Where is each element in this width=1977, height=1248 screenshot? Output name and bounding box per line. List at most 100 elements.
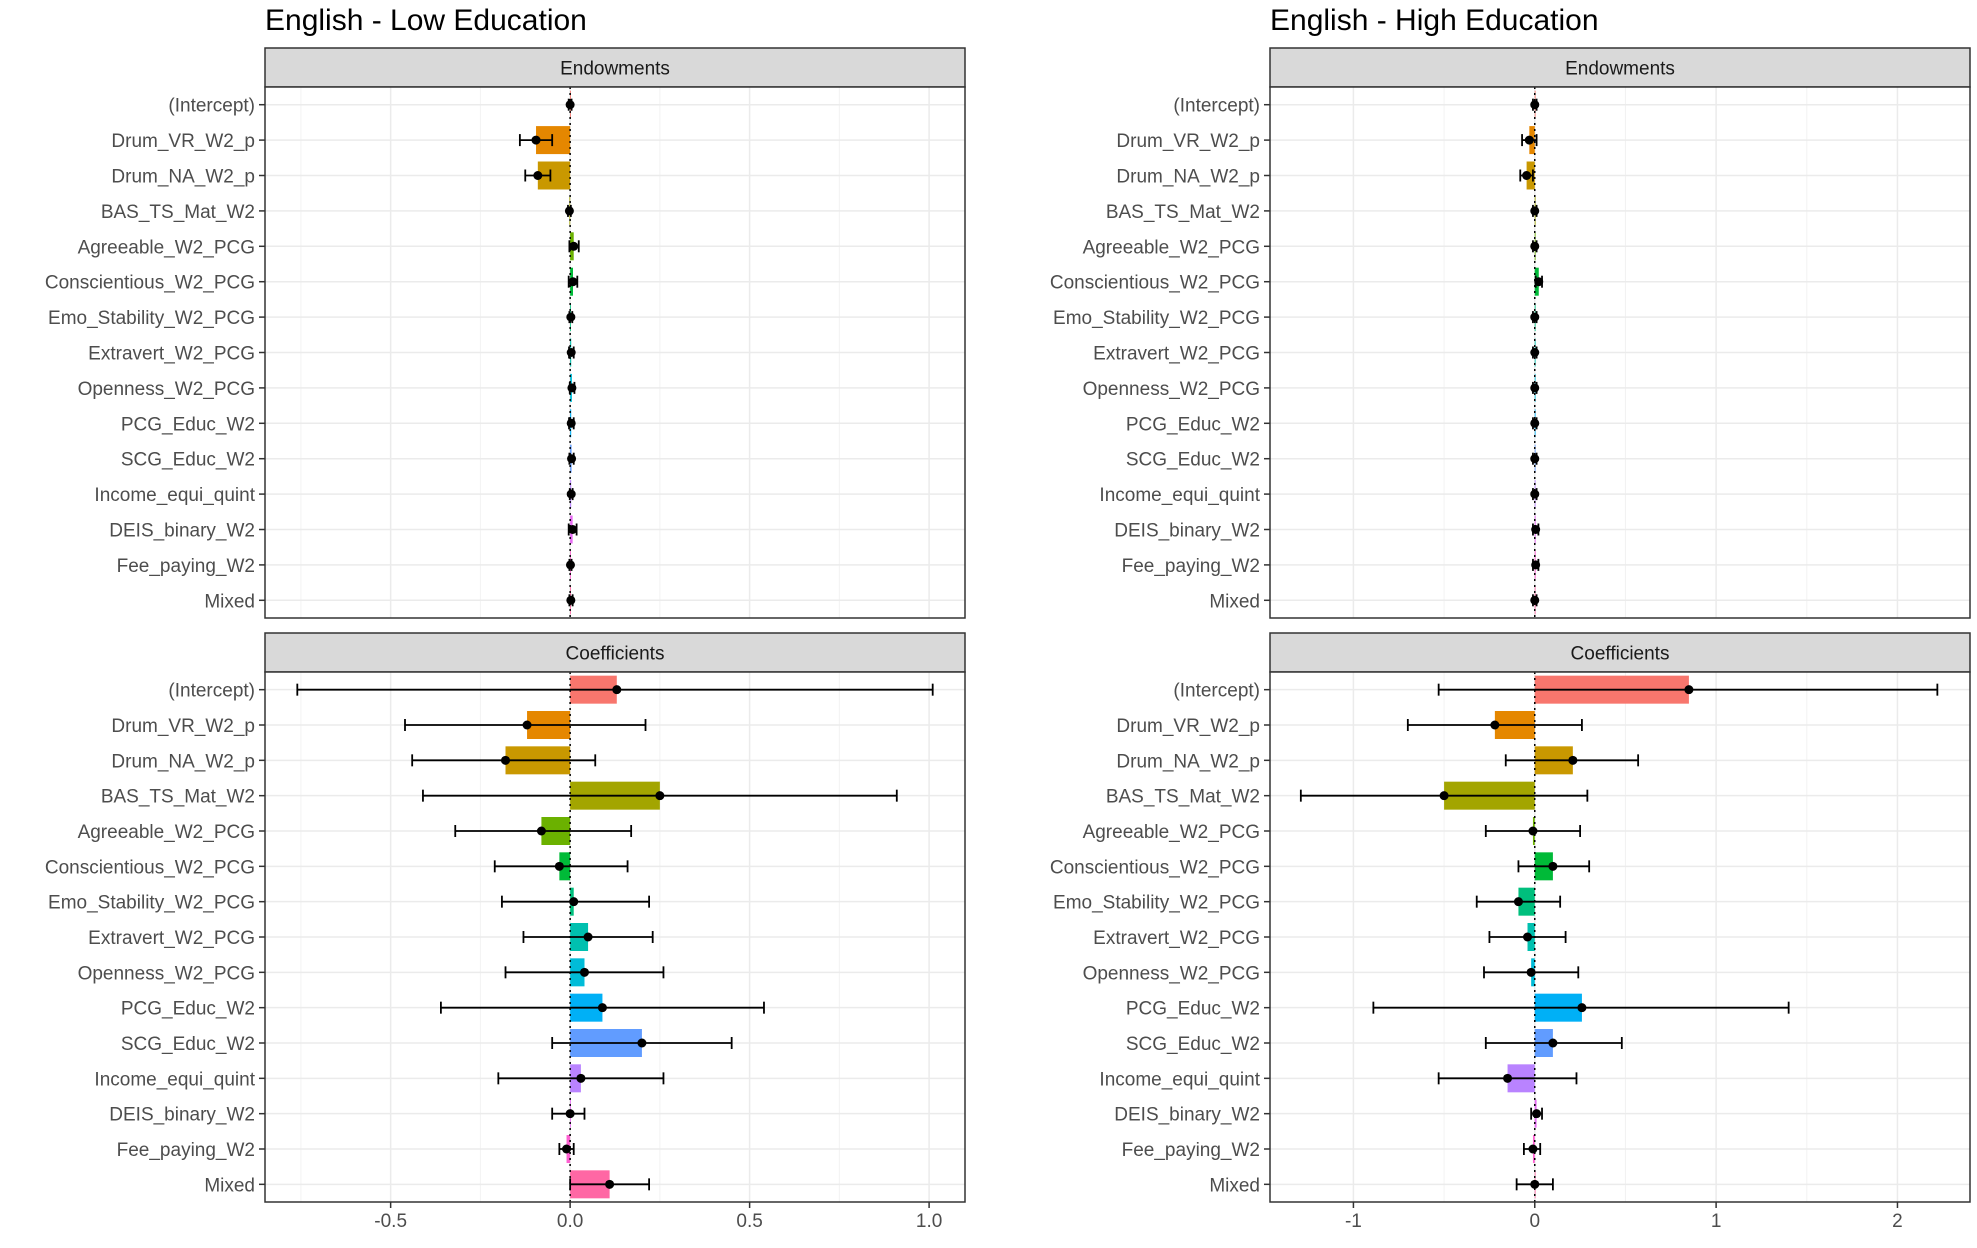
chart-1: English - High Education Endowments (Inter… [1050,4,1971,1232]
point-estimate [1490,720,1500,730]
point-estimate [566,418,576,428]
point-estimate [565,1109,575,1119]
category-label: Mixed [204,1175,255,1196]
category-label: SCG_Educ_W2 [121,450,255,471]
category-label: Drum_VR_W2_p [1116,716,1260,737]
category-label: (Intercept) [168,96,255,117]
point-estimate [569,897,579,907]
point-estimate [1577,1003,1587,1013]
category-label: Agreeable_W2_PCG [78,822,255,843]
point-estimate [1531,560,1541,570]
x-tick-label: 1 [1711,1211,1722,1232]
point-estimate [1530,1179,1540,1189]
facet-strip [264,47,966,88]
point-estimate [554,861,564,871]
category-label: BAS_TS_Mat_W2 [1106,202,1260,223]
facet-strip-label: Coefficients [566,644,665,665]
category-label: Drum_VR_W2_p [111,716,255,737]
category-label: Emo_Stability_W2_PCG [48,893,255,914]
point-estimate [1548,861,1558,871]
category-label: DEIS_binary_W2 [1114,1105,1260,1126]
category-label: Drum_NA_W2_p [111,751,255,772]
point-estimate [1530,312,1540,322]
point-estimate [1530,489,1540,499]
point-estimate [569,241,579,251]
point-estimate [565,560,575,570]
point-estimate [536,826,546,836]
x-tick-label: 2 [1892,1211,1903,1232]
point-estimate [1503,1073,1513,1083]
point-estimate [522,720,532,730]
category-label: (Intercept) [1173,96,1260,117]
category-label: Drum_NA_W2_p [1116,167,1260,188]
chart-0: English - Low Education Endowments (Interc… [45,4,966,1232]
point-estimate [1523,932,1533,942]
category-label: SCG_Educ_W2 [121,1034,255,1055]
point-estimate [566,595,576,605]
facet-strip [1269,47,1971,88]
x-tick-label: 0.0 [557,1211,583,1232]
point-estimate [1530,595,1540,605]
category-label: Agreeable_W2_PCG [78,237,255,258]
category-label: Drum_VR_W2_p [1116,131,1260,152]
point-estimate [566,348,576,357]
point-estimate [1530,206,1540,216]
category-label: PCG_Educ_W2 [1126,414,1260,435]
category-label: Fee_paying_W2 [117,1140,255,1161]
category-label: BAS_TS_Mat_W2 [101,202,255,223]
point-estimate [1526,967,1536,977]
point-estimate [501,755,511,765]
x-tick-label: 0.5 [736,1211,762,1232]
point-estimate [1530,383,1540,393]
category-label: SCG_Educ_W2 [1126,450,1260,471]
point-estimate [597,1003,607,1013]
point-estimate [564,206,574,216]
point-estimate [612,685,622,695]
chart-title: English - Low Education [265,4,587,37]
category-label: Mixed [1209,591,1260,612]
category-label: Drum_NA_W2_p [1116,751,1260,772]
point-estimate [1524,135,1534,145]
point-estimate [1513,897,1523,907]
panel-coefficients: Coefficients (Intercept) Drum_VR_W2_p Drum_… [1050,632,1971,1203]
point-estimate [1522,171,1532,180]
category-label: Fee_paying_W2 [1122,556,1260,577]
category-label: Agreeable_W2_PCG [1083,822,1260,843]
panel-endowments: Endowments (Intercept) Drum_VR_W2_p Drum_NA… [1050,47,1971,619]
point-estimate [576,1073,586,1083]
point-estimate [579,967,589,977]
point-estimate [533,171,543,180]
point-estimate [1439,791,1449,801]
facet-strip-label: Endowments [560,59,670,80]
point-estimate [605,1179,615,1189]
category-label: Emo_Stability_W2_PCG [1053,308,1260,329]
facet-strip-label: Coefficients [1571,644,1670,665]
category-label: Extravert_W2_PCG [1093,928,1260,949]
category-label: Income_equi_quint [1099,1069,1260,1090]
point-estimate [562,1144,572,1154]
point-estimate [1548,1038,1558,1048]
x-tick-label: -0.5 [374,1211,407,1232]
x-tick-label: 0 [1529,1211,1540,1232]
point-estimate [567,383,577,393]
point-estimate [568,277,578,287]
category-label: Conscientious_W2_PCG [45,857,255,878]
category-label: Fee_paying_W2 [117,556,255,577]
category-label: Extravert_W2_PCG [1093,344,1260,365]
point-estimate [583,932,593,942]
category-label: Conscientious_W2_PCG [1050,857,1260,878]
panel-endowments: Endowments (Intercept) Drum_VR_W2_p Drum_NA… [45,47,966,619]
panel-coefficients: Coefficients (Intercept) Drum_VR_W2_p Drum_… [45,632,966,1203]
point-estimate [1684,685,1694,695]
category-label: Drum_NA_W2_p [111,167,255,188]
facet-strip-label: Endowments [1565,59,1675,80]
chart-title: English - High Education [1270,4,1599,37]
point-estimate [655,791,665,801]
point-estimate [1530,241,1540,251]
point-estimate [566,489,576,499]
category-label: Openness_W2_PCG [1083,963,1260,984]
point-estimate [565,100,575,110]
point-estimate [1530,418,1540,428]
category-label: Income_equi_quint [1099,485,1260,506]
